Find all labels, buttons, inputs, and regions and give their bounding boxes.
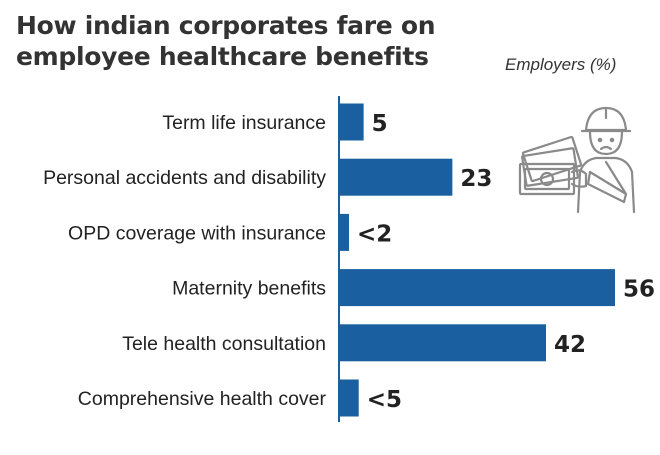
category-label-3: Maternity benefits <box>172 278 326 300</box>
unit-label: Employers (%) <box>505 55 617 74</box>
category-label-2: OPD coverage with insurance <box>68 222 326 244</box>
category-label-5: Comprehensive health cover <box>78 388 327 410</box>
category-label-1: Personal accidents and disability <box>43 167 326 189</box>
injured-worker-icon <box>516 102 636 219</box>
value-label-5: <5 <box>367 387 402 413</box>
category-label-0: Term life insurance <box>162 112 326 134</box>
bar-4 <box>339 324 546 362</box>
value-label-2: <2 <box>357 221 392 247</box>
value-label-1: 23 <box>460 166 492 192</box>
bar-0 <box>339 103 364 141</box>
bar-3 <box>339 269 615 307</box>
category-label-4: Tele health consultation <box>122 333 326 355</box>
chart-title: How indian corporates fare on employee h… <box>16 11 436 71</box>
bars-group: Term life insurance 5 Personal accidents a… <box>43 103 655 417</box>
value-label-0: 5 <box>372 111 388 137</box>
bar-1 <box>339 158 453 196</box>
value-label-3: 56 <box>623 277 655 303</box>
bar-2 <box>339 213 349 251</box>
value-label-4: 42 <box>554 332 586 358</box>
bar-5 <box>339 379 359 417</box>
